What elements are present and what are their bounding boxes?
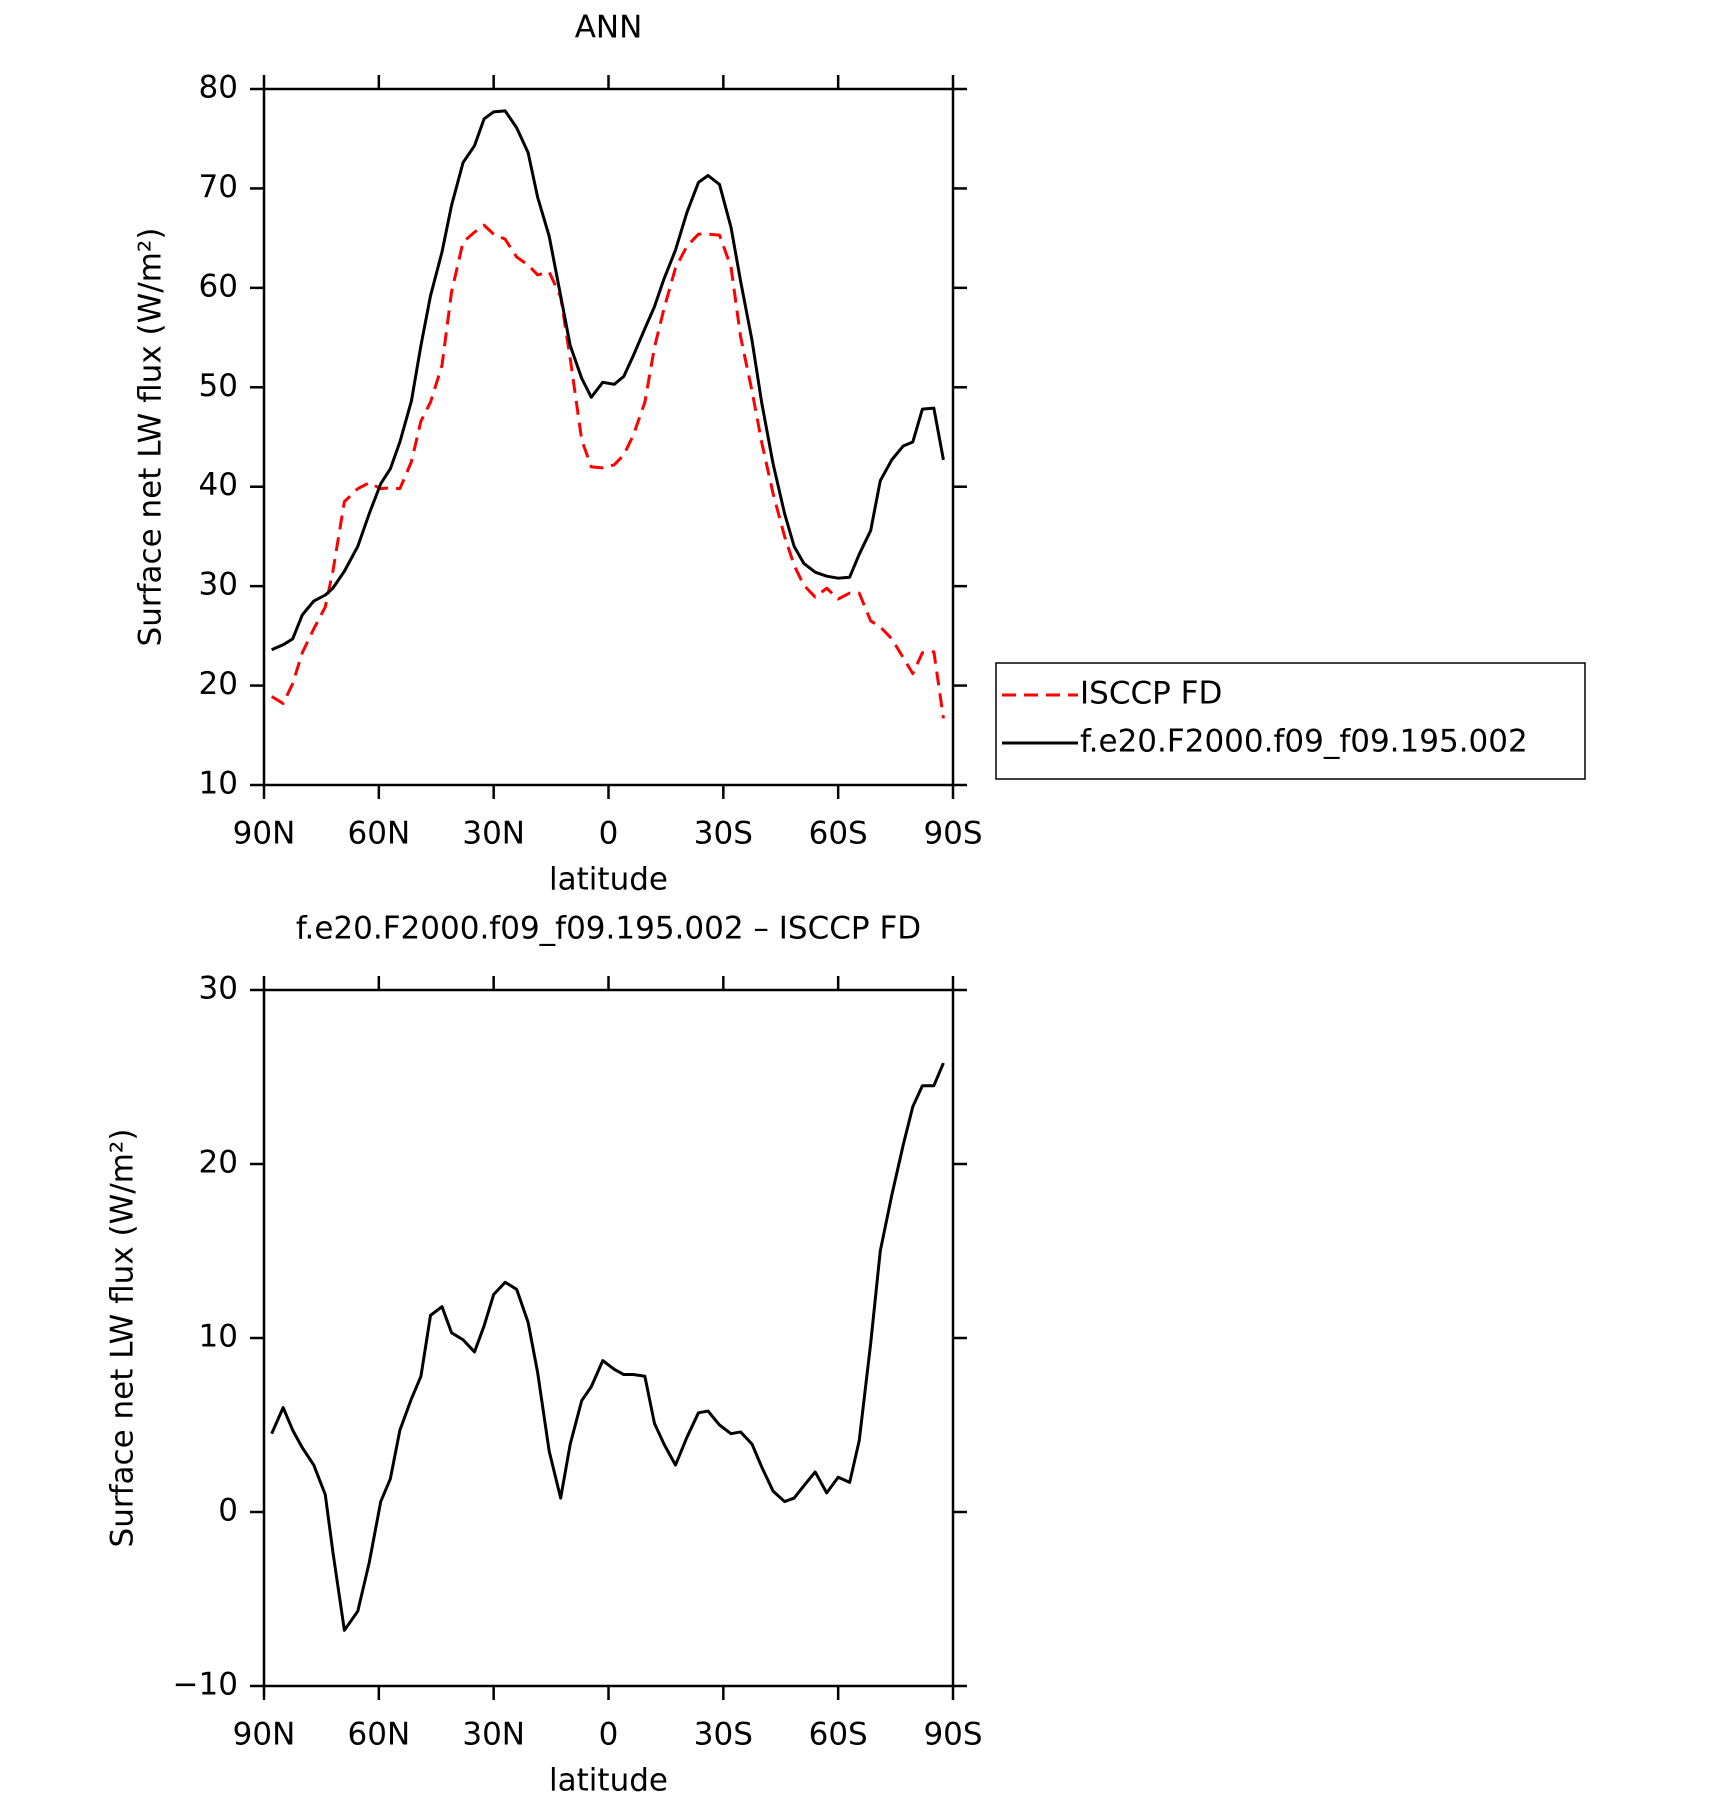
x-tick-label: 60S	[809, 816, 868, 852]
y-tick-label: 20	[199, 1145, 238, 1181]
x-tick-label: 30N	[462, 816, 525, 852]
legend-box	[995, 662, 1586, 780]
x-tick-label: 60S	[809, 1717, 868, 1753]
y-tick-label: 40	[199, 467, 238, 503]
x-tick-label: 30S	[694, 1717, 753, 1753]
y-tick-label: 30	[199, 567, 238, 603]
x-tick-label: 60N	[348, 816, 411, 852]
x-tick-label: 90S	[923, 816, 982, 852]
x-tick-label: 30S	[694, 816, 753, 852]
y-tick-label: 80	[199, 70, 238, 106]
data-line	[270, 1062, 945, 1632]
x-tick-label: 60N	[348, 1717, 411, 1753]
x-tick-label: 90N	[233, 1717, 296, 1753]
data-line	[271, 109, 945, 652]
y-tick-label: 10	[199, 766, 238, 802]
x-tick-label: 90S	[923, 1717, 982, 1753]
x-tick-label: 30N	[462, 1717, 525, 1753]
x-axis-label: latitude	[549, 1763, 668, 1799]
y-tick-label: 30	[199, 971, 238, 1007]
legend-label: f.e20.F2000.f09_f09.195.002	[1080, 724, 1528, 760]
y-tick-label: 10	[199, 1319, 238, 1355]
y-axis-label: Surface net LW flux (W/m²)	[133, 228, 169, 647]
y-tick-label: −10	[173, 1667, 238, 1703]
chart-title: ANN	[575, 10, 643, 46]
x-axis-label: latitude	[549, 862, 668, 898]
chart-title: f.e20.F2000.f09_f09.195.002 – ISCCP FD	[296, 911, 921, 947]
x-tick-label: 90N	[233, 816, 296, 852]
y-tick-label: 20	[199, 666, 238, 702]
y-tick-label: 0	[218, 1493, 238, 1529]
x-tick-label: 0	[599, 1717, 619, 1753]
y-axis-label: Surface net LW flux (W/m²)	[105, 1129, 141, 1548]
x-tick-label: 0	[599, 816, 619, 852]
y-tick-label: 50	[199, 368, 238, 404]
legend-label: ISCCP FD	[1080, 676, 1222, 712]
data-line	[270, 223, 945, 719]
plot-frame	[262, 988, 955, 1688]
y-tick-label: 60	[199, 268, 238, 304]
y-tick-label: 70	[199, 169, 238, 205]
plot-frame	[262, 87, 955, 787]
